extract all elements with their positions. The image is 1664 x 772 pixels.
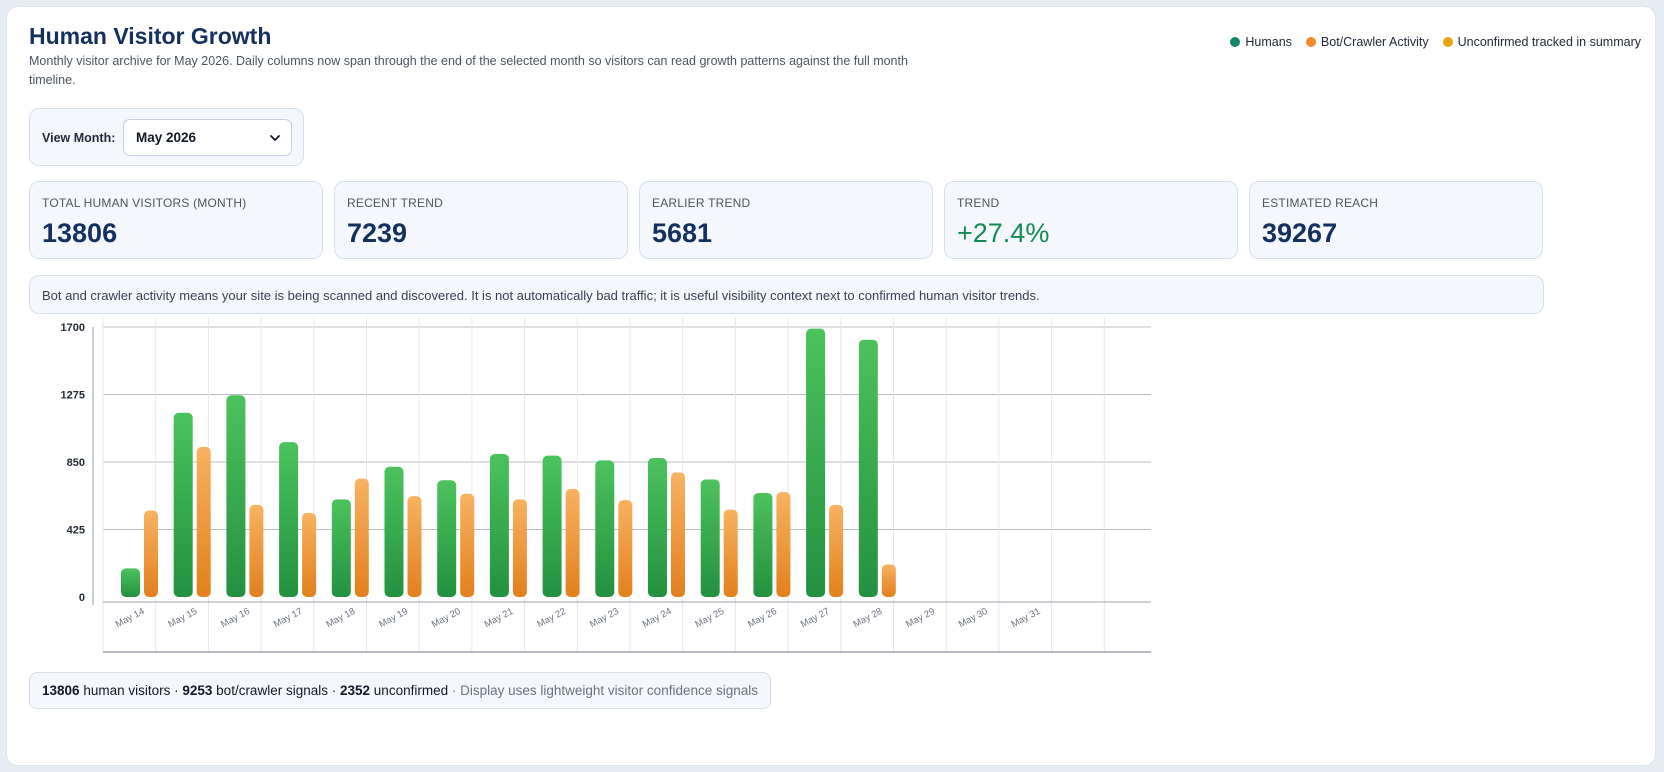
- kpi-trend: TREND +27.4%: [944, 181, 1238, 259]
- human-bar: [648, 458, 667, 597]
- legend-item-bots: Bot/Crawler Activity: [1305, 35, 1429, 49]
- x-tick-label: May 27: [799, 606, 832, 630]
- month-picker-panel: View Month: May 2026: [29, 108, 304, 166]
- kpi-recent-trend: RECENT TREND 7239: [334, 181, 628, 259]
- x-tick-label: May 19: [377, 606, 410, 630]
- x-tick-label: May 17: [272, 606, 305, 630]
- x-tick-label: May 14: [114, 606, 147, 630]
- chevron-down-icon: [270, 135, 280, 141]
- legend-item-unconfirmed: Unconfirmed tracked in summary: [1442, 35, 1641, 49]
- page-subtitle: Monthly visitor archive for May 2026. Da…: [29, 54, 908, 87]
- y-tick-label: 1275: [61, 390, 85, 402]
- human-bar: [595, 460, 615, 597]
- kpi-earlier-trend: EARLIER TREND 5681: [639, 181, 933, 259]
- human-bar: [384, 466, 404, 597]
- x-tick-label: May 20: [430, 606, 463, 630]
- footer-humans-count: 13806: [42, 683, 80, 698]
- bot-bar: [618, 500, 633, 597]
- summary-footer: 13806 human visitors · 9253 bot/crawler …: [29, 672, 772, 709]
- kpi-label: TREND: [957, 196, 1000, 210]
- kpi-value: 7239: [347, 218, 408, 248]
- human-bar: [279, 442, 299, 597]
- legend-label-bots: Bot/Crawler Activity: [1320, 35, 1429, 49]
- visitor-bar-chart: 0 425 850 1275 1700 May 14 May 15 May 16 May 17 M…: [61, 317, 1151, 653]
- bot-bar: [829, 504, 844, 597]
- kpi-value: 5681: [652, 218, 713, 248]
- y-tick-label: 1700: [61, 322, 85, 334]
- human-bar: [753, 492, 773, 597]
- bot-bar: [249, 504, 264, 597]
- legend-dot-unconfirmed: [1442, 37, 1453, 47]
- footer-unconfirmed-count: 2352: [339, 683, 371, 698]
- x-tick-label: May 23: [588, 606, 621, 630]
- x-tick-label: May 18: [325, 606, 358, 630]
- y-tick-label: 425: [67, 525, 85, 537]
- footer-bots-label: bot/crawler signals ·: [216, 683, 337, 698]
- bot-bar: [565, 489, 580, 597]
- page-title: Human Visitor Growth: [29, 23, 272, 49]
- kpi-label: ESTIMATED REACH: [1262, 196, 1379, 210]
- x-tick-label: May 25: [693, 606, 726, 630]
- x-tick-label: May 24: [641, 606, 674, 630]
- bot-bar: [460, 493, 475, 597]
- human-bar: [121, 568, 140, 597]
- x-tick-label: May 29: [904, 606, 937, 630]
- month-select-value: May 2026: [136, 130, 197, 145]
- bot-bar: [407, 496, 422, 597]
- x-tick-label: May 26: [746, 606, 779, 630]
- x-tick-label: May 22: [535, 606, 568, 630]
- human-bar: [542, 455, 562, 597]
- x-tick-label: May 21: [483, 606, 516, 630]
- human-bar: [489, 454, 509, 597]
- kpi-label: EARLIER TREND: [652, 196, 751, 210]
- bot-bar: [776, 492, 791, 597]
- human-bar: [437, 480, 457, 597]
- human-bar: [858, 339, 878, 597]
- bot-bar: [512, 499, 527, 597]
- month-select[interactable]: May 2026: [123, 119, 292, 156]
- bot-activity-note-text: Bot and crawler activity means your site…: [42, 288, 1040, 303]
- chart-legend: Humans Bot/Crawler Activity Unconfirmed …: [1230, 35, 1641, 49]
- footer-bots-count: 9253: [182, 683, 213, 698]
- kpi-estimated-reach: ESTIMATED REACH 39267: [1249, 181, 1543, 259]
- bot-bar: [723, 509, 738, 597]
- kpi-label: TOTAL HUMAN VISITORS (MONTH): [42, 196, 247, 210]
- bot-activity-note: Bot and crawler activity means your site…: [29, 275, 1544, 314]
- human-bar: [226, 395, 246, 597]
- kpi-value: 39267: [1262, 218, 1338, 248]
- x-tick-label: May 31: [1010, 606, 1043, 630]
- footer-unconfirmed-label: unconfirmed: [373, 683, 449, 698]
- bot-bar: [196, 446, 211, 597]
- visitor-growth-card: Human Visitor Growth Monthly visitor arc…: [6, 6, 1656, 766]
- bot-bar: [302, 512, 317, 597]
- x-tick-label: May 30: [957, 606, 990, 630]
- x-tick-label: May 16: [219, 606, 252, 630]
- human-bar: [173, 412, 193, 597]
- human-bar: [700, 479, 720, 597]
- footer-humans-label: human visitors ·: [83, 683, 179, 698]
- month-picker-label: View Month:: [42, 131, 116, 145]
- legend-dot-humans: [1230, 37, 1241, 47]
- x-tick-label: May 15: [166, 606, 199, 630]
- y-tick-label: 0: [79, 592, 85, 604]
- legend-label-humans: Humans: [1245, 35, 1292, 49]
- bot-bar: [144, 510, 158, 597]
- human-bar: [331, 499, 351, 597]
- legend-label-unconfirmed: Unconfirmed tracked in summary: [1457, 35, 1641, 49]
- kpi-label: RECENT TREND: [347, 196, 443, 210]
- legend-dot-bots: [1305, 37, 1316, 47]
- kpi-value: +27.4%: [957, 218, 1050, 248]
- kpi-value: 13806: [42, 218, 118, 248]
- x-tick-label: May 28: [852, 606, 885, 630]
- bot-bar: [354, 478, 369, 597]
- y-tick-label: 850: [67, 457, 85, 469]
- bot-bar: [671, 472, 685, 597]
- legend-item-humans: Humans: [1230, 35, 1292, 49]
- human-bar: [806, 328, 826, 597]
- bot-bar: [881, 564, 896, 597]
- kpi-total-human-visitors: TOTAL HUMAN VISITORS (MONTH) 13806: [29, 181, 323, 259]
- footer-suffix: · Display uses lightweight visitor confi…: [451, 683, 759, 698]
